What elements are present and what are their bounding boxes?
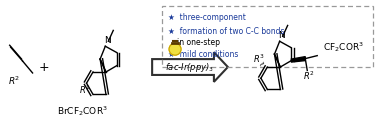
Text: CF$_2$COR$^3$: CF$_2$COR$^3$ <box>323 40 364 54</box>
Text: N: N <box>278 31 285 40</box>
Text: N: N <box>104 36 111 45</box>
Text: $R^3$: $R^3$ <box>254 53 265 65</box>
Text: ★  formation of two C-C bonds: ★ formation of two C-C bonds <box>168 27 285 36</box>
Text: in one-step: in one-step <box>177 38 220 47</box>
Text: $R^2$: $R^2$ <box>304 69 315 82</box>
Text: BrCF$_2$COR$^3$: BrCF$_2$COR$^3$ <box>57 104 108 118</box>
Text: $R^2$: $R^2$ <box>8 75 20 87</box>
Text: +: + <box>38 60 49 74</box>
Text: $R^1$: $R^1$ <box>79 84 90 96</box>
Text: $fac$-Ir(ppy)$_3$: $fac$-Ir(ppy)$_3$ <box>166 60 215 74</box>
Text: ★  mild conditions: ★ mild conditions <box>168 50 239 59</box>
Polygon shape <box>291 57 305 62</box>
Circle shape <box>169 43 181 55</box>
Text: ~: ~ <box>257 58 268 70</box>
Text: ★  three-component: ★ three-component <box>168 13 246 22</box>
